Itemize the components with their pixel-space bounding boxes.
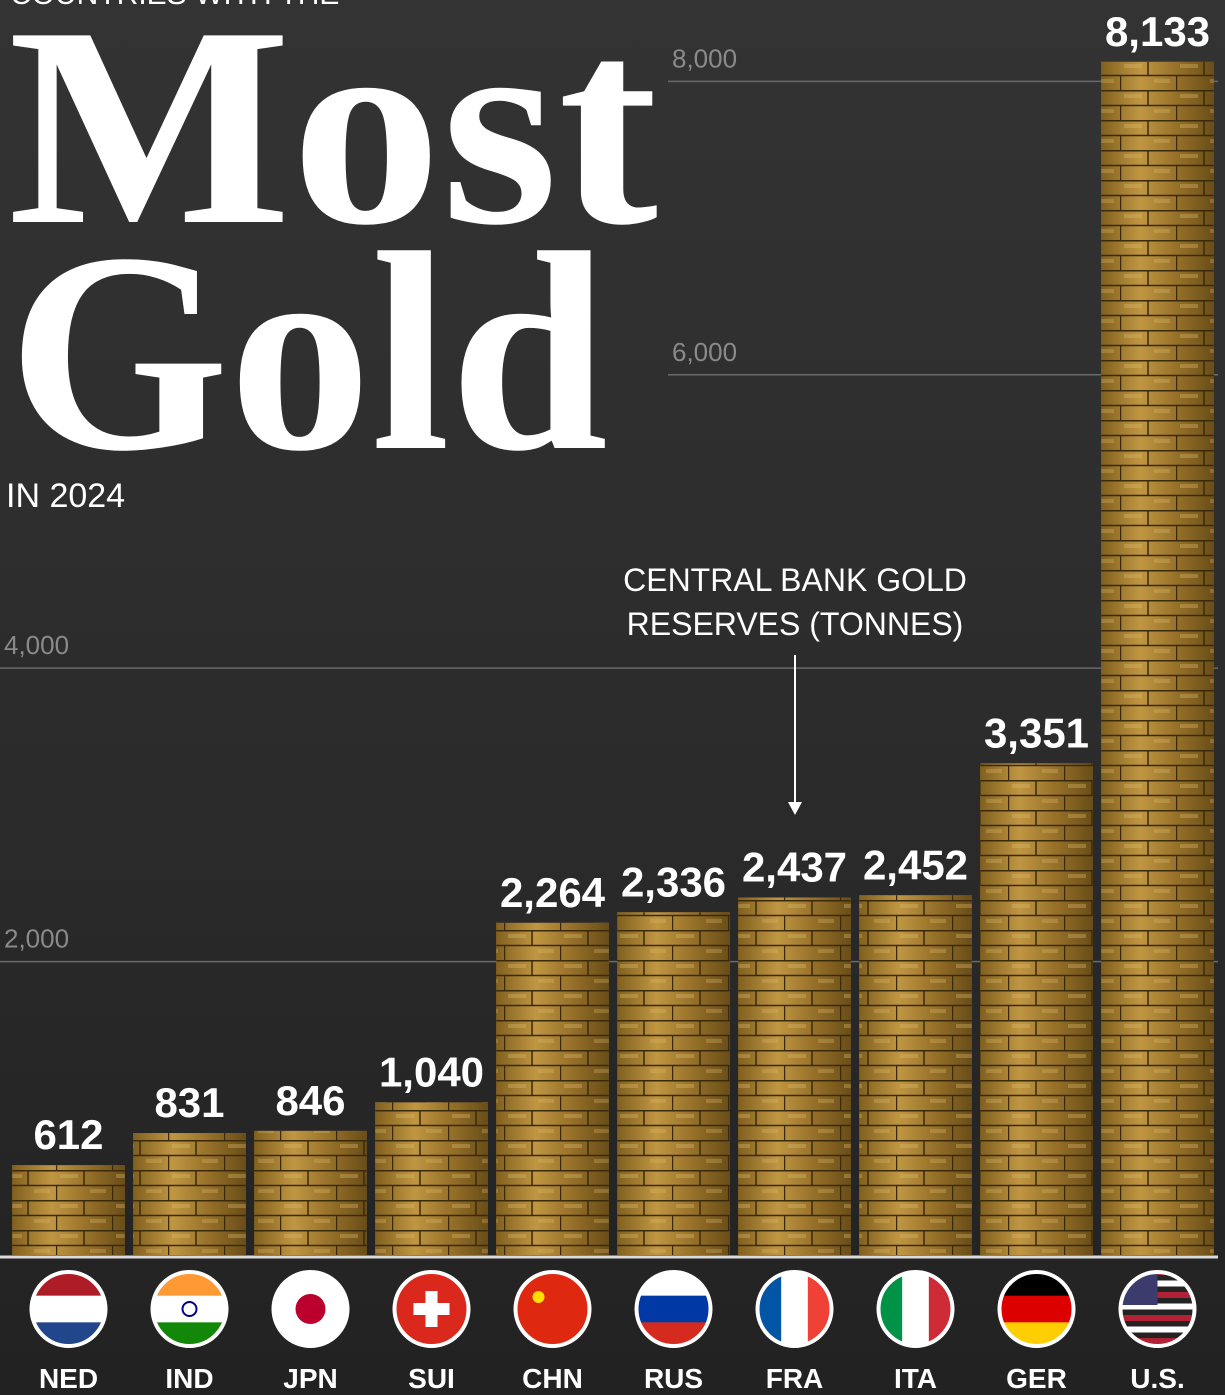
flag-ring <box>876 1270 955 1348</box>
flag-part <box>902 1272 930 1346</box>
flag-part <box>1120 1303 1195 1310</box>
flag-ring <box>392 1270 471 1348</box>
x-tick-label: ITA <box>894 1363 937 1394</box>
flag-part <box>515 1272 590 1346</box>
y-tick-label: 2,000 <box>4 924 69 954</box>
flag-part <box>413 1303 450 1315</box>
flag-ring <box>150 1270 229 1348</box>
bar-texture <box>738 897 851 1255</box>
flag-body <box>394 1272 469 1346</box>
x-tick-label: SUI <box>408 1363 455 1394</box>
x-tick-label: CHN <box>522 1363 583 1394</box>
value-label: 8,133 <box>1105 8 1210 55</box>
value-label: 3,351 <box>984 709 1089 756</box>
flag <box>755 1270 834 1348</box>
value-label: 1,040 <box>379 1048 484 1095</box>
value-label: 2,452 <box>863 841 968 888</box>
flag-ring <box>513 1270 592 1348</box>
value-label: 831 <box>154 1079 224 1126</box>
flag-part <box>781 1272 809 1346</box>
bar-texture <box>617 912 730 1255</box>
value-label: 612 <box>33 1111 103 1158</box>
flag-body <box>273 1272 348 1346</box>
flag-part <box>1120 1315 1195 1321</box>
flag-part <box>636 1295 711 1323</box>
flag-ring <box>29 1270 108 1348</box>
flag <box>1118 1270 1197 1348</box>
bar-texture <box>12 1165 125 1255</box>
bar-texture <box>1101 61 1214 1255</box>
grid: 2,000 4,000 6,000 8,000 <box>0 43 1218 963</box>
value-label: 2,336 <box>621 858 726 905</box>
flag-ring <box>1118 1270 1197 1348</box>
bars: 612 831 846 1,040 2,264 2,336 2,437 2,452 3,351 8… <box>12 8 1214 1255</box>
bar-texture <box>254 1130 367 1255</box>
y-tick-label: 6,000 <box>672 337 737 367</box>
y-tick-label: 4,000 <box>4 630 69 660</box>
value-label: 2,437 <box>742 843 847 890</box>
kicker: COUNTRIES WITH THE <box>10 0 339 11</box>
value-label: 2,264 <box>500 869 606 916</box>
value-label: 846 <box>275 1077 345 1124</box>
flag-part <box>532 1291 545 1303</box>
bar-texture <box>375 1102 488 1255</box>
y-tick-label: 8,000 <box>672 43 737 73</box>
bar-texture <box>980 763 1093 1255</box>
flag-part <box>295 1294 326 1324</box>
x-tick-label: JPN <box>283 1363 337 1394</box>
flag <box>392 1270 471 1348</box>
x-tick-label: GER <box>1006 1363 1067 1394</box>
title: Most <box>8 0 661 284</box>
flag-ring <box>755 1270 834 1348</box>
flag-part <box>31 1295 106 1323</box>
flag-ring <box>634 1270 713 1348</box>
annotation: RESERVES (TONNES) <box>627 606 964 642</box>
title: Gold <box>8 194 608 510</box>
bar-texture <box>859 895 972 1255</box>
annotation: CENTRAL BANK GOLD <box>623 562 967 598</box>
x-tick-label: U.S. <box>1130 1363 1184 1394</box>
flag-body <box>515 1272 590 1346</box>
annotation-arrowhead <box>788 802 802 815</box>
flag-part <box>152 1295 227 1323</box>
x-tick-label: IND <box>165 1363 213 1394</box>
flag <box>513 1270 592 1348</box>
flag <box>29 1270 108 1348</box>
x-tick-label: FRA <box>766 1363 824 1394</box>
bar-texture <box>496 922 609 1255</box>
x-tick-label: RUS <box>644 1363 703 1394</box>
flag <box>271 1270 350 1348</box>
subtitle: IN 2024 <box>6 477 125 515</box>
bar-texture <box>133 1133 246 1255</box>
x-tick-label: NED <box>39 1363 98 1394</box>
flag-ring <box>271 1270 350 1348</box>
flag-part <box>1120 1338 1195 1344</box>
flag-part <box>181 1301 198 1317</box>
flag-ring <box>997 1270 1076 1348</box>
flag-part <box>999 1295 1074 1323</box>
flag-part <box>1120 1326 1195 1333</box>
